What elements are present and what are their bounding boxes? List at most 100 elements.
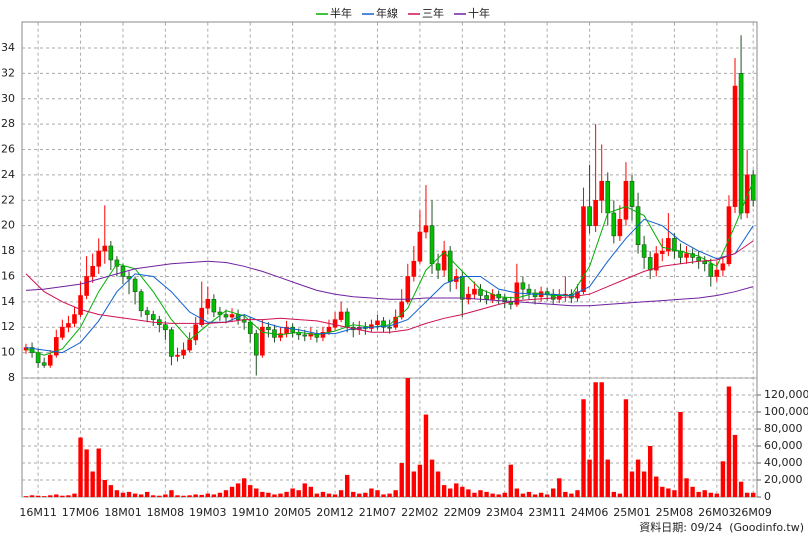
volume-bar	[623, 399, 629, 497]
volume-bar	[84, 449, 89, 497]
candle-body	[144, 310, 150, 315]
candle-body	[90, 266, 95, 277]
y-tick-label: 20	[1, 219, 15, 232]
candle-body	[605, 180, 611, 214]
candle-body	[708, 263, 714, 277]
candle-body	[78, 295, 83, 315]
volume-bar	[272, 494, 277, 497]
candle-body	[393, 316, 398, 328]
volume-bar	[163, 494, 168, 497]
volume-bar	[90, 471, 95, 497]
volume-bar	[454, 483, 459, 497]
volume-bar	[490, 493, 495, 497]
candle-body	[72, 314, 77, 324]
volume-bar	[654, 476, 659, 497]
candle-body	[690, 253, 695, 258]
volume-bar	[538, 492, 544, 497]
volume-bar	[357, 493, 362, 497]
volume-bar	[314, 493, 320, 497]
volume-bar	[369, 488, 374, 497]
volume-bar	[496, 494, 501, 497]
volume-bar	[611, 491, 617, 497]
volume-bar	[551, 488, 556, 497]
volume-bar	[60, 495, 65, 497]
candle-body	[623, 180, 629, 220]
volume-bar	[508, 464, 513, 497]
x-tick-label: 19M10	[231, 506, 269, 519]
candle-body	[472, 288, 477, 295]
candle-body	[526, 288, 532, 294]
y-tick-label: 34	[1, 41, 15, 54]
candle-body	[193, 324, 198, 341]
candle-body	[429, 225, 435, 265]
candle-body	[169, 329, 174, 357]
candle-body	[441, 250, 447, 271]
volume-bar	[557, 478, 562, 497]
volume-bar	[66, 495, 71, 497]
y2-tick-label: 20,000	[764, 473, 803, 486]
volume-bar	[235, 483, 241, 497]
volume-bar	[175, 495, 180, 497]
candle-body	[617, 219, 623, 237]
volume-bar	[678, 412, 683, 497]
volume-bar	[751, 492, 756, 497]
candle-body	[587, 206, 592, 226]
candle-body	[714, 269, 720, 277]
y-tick-label: 22	[1, 193, 15, 206]
volume-bar	[151, 495, 156, 497]
volume-bar	[54, 494, 59, 497]
legend-label: 年線	[376, 6, 398, 20]
ma-line	[25, 218, 754, 354]
x-tick-label: 25M01	[613, 506, 651, 519]
candle-body	[447, 250, 453, 282]
candle-body	[302, 334, 308, 337]
candle-body	[641, 244, 647, 258]
volume-bar	[635, 459, 641, 497]
candle-body	[575, 291, 580, 299]
candle-body	[684, 253, 689, 258]
volume-bar	[460, 486, 465, 497]
candle-body	[132, 278, 138, 292]
y-tick-label: 30	[1, 92, 15, 105]
legend-label: 三年	[422, 6, 444, 20]
volume-bar	[78, 437, 83, 497]
candle-body	[102, 245, 108, 252]
candle-body	[381, 320, 386, 328]
x-tick-label: 26M03	[698, 506, 736, 519]
volume-bar	[587, 459, 592, 497]
candle-body	[223, 314, 229, 318]
volume-bar	[526, 491, 532, 497]
volume-bar	[569, 493, 574, 497]
candle-body	[405, 276, 411, 303]
candle-body	[732, 85, 738, 207]
x-tick-label: 17M06	[62, 506, 100, 519]
volume-bar	[145, 491, 150, 497]
y-tick-label: 26	[1, 143, 15, 156]
candle-body	[108, 245, 114, 261]
volume-bar	[629, 471, 635, 497]
candle-body	[653, 253, 659, 271]
y2-tick-label: 40,000	[764, 456, 803, 469]
x-tick-label: 24M06	[571, 506, 609, 519]
volume-bar	[435, 471, 441, 497]
candle-body	[672, 238, 677, 252]
y-tick-label: 8	[8, 371, 15, 384]
candle-body	[332, 319, 338, 328]
volume-bar	[193, 494, 198, 497]
candle-body	[138, 291, 144, 312]
candle-body	[253, 333, 259, 356]
y-tick-label: 10	[1, 346, 15, 359]
volume-bar	[320, 491, 326, 497]
volume-bar	[690, 486, 695, 497]
candle-body	[738, 73, 744, 214]
candle-body	[375, 320, 380, 325]
volume-bar	[399, 463, 404, 497]
candle-body	[484, 295, 489, 300]
ma-line	[25, 260, 754, 307]
volume-bar	[332, 494, 338, 497]
volume-bar	[411, 471, 417, 497]
candle-body	[260, 326, 265, 356]
volume-bar	[296, 490, 301, 497]
y-tick-label: 18	[1, 244, 15, 257]
